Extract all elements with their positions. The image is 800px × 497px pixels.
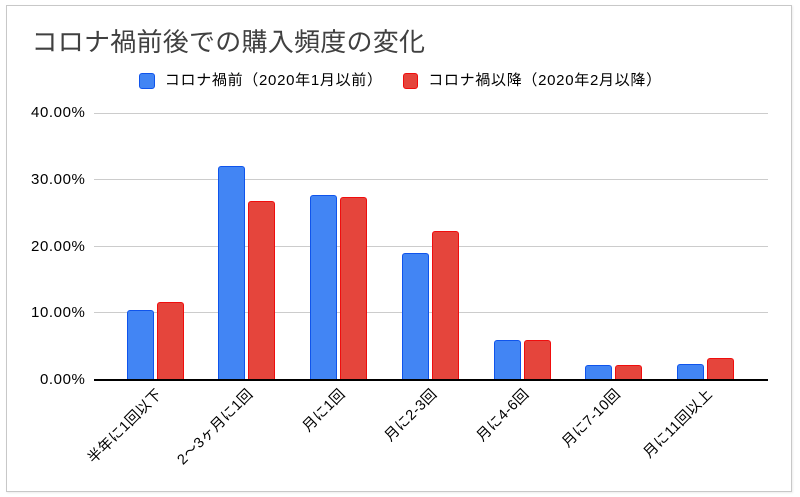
bar-before-covid-category-0	[126, 309, 154, 379]
gridline-10-percent	[94, 312, 768, 314]
x-axis-label-category-2: 月に1回	[299, 386, 349, 436]
legend-swatch-after-covid-icon	[402, 73, 419, 89]
bar-after-covid-category-0	[156, 302, 184, 379]
bar-before-covid-category-6	[677, 363, 705, 379]
bar-before-covid-category-1	[218, 166, 246, 379]
chart-title: コロナ禍前後での購入頻度の変化	[31, 27, 426, 57]
x-axis-label-category-4: 月に4-6回	[473, 386, 533, 445]
y-axis-tick-label-30-percent: 30.00%	[31, 170, 86, 188]
gridline-20-percent	[94, 245, 768, 247]
legend-item-after-covid: コロナ禍以降（2020年2月以降）	[402, 72, 662, 90]
bar-after-covid-category-3	[431, 230, 459, 379]
x-axis-label-category-1: 2〜3ヶ月に1回	[174, 386, 257, 469]
bar-after-covid-category-6	[707, 358, 735, 379]
legend-swatch-before-covid-icon	[139, 73, 155, 89]
x-axis-label-category-5: 月に7-10回	[559, 386, 625, 451]
legend-item-before-covid: コロナ禍前（2020年1月以前）	[139, 73, 382, 89]
gridline-30-percent	[94, 179, 768, 181]
chart-card	[6, 5, 792, 492]
bar-after-covid-category-4	[523, 340, 551, 379]
y-axis-tick-label-20-percent: 20.00%	[31, 237, 86, 255]
bar-before-covid-category-2	[310, 194, 338, 379]
y-axis-tick-label-40-percent: 40.00%	[31, 104, 86, 122]
bar-before-covid-category-3	[401, 252, 429, 379]
bar-before-covid-category-5	[585, 365, 613, 379]
gridline-40-percent	[94, 112, 768, 114]
legend-label-before-covid: コロナ禍前（2020年1月以前）	[164, 72, 383, 90]
legend-label-after-covid: コロナ禍以降（2020年2月以降）	[428, 72, 662, 90]
bar-after-covid-category-1	[248, 201, 276, 379]
bar-before-covid-category-4	[493, 340, 521, 379]
x-axis-line	[94, 378, 768, 381]
bar-after-covid-category-5	[615, 365, 643, 379]
y-axis-tick-label-0-percent: 0.00%	[39, 370, 86, 388]
bar-after-covid-category-2	[340, 196, 368, 379]
x-axis-label-category-0: 半年に1回以下	[84, 386, 166, 467]
x-axis-label-category-3: 月に2-3回	[381, 386, 441, 445]
x-axis-label-category-6: 月に11回以上	[640, 386, 716, 462]
y-axis-tick-label-10-percent: 10.00%	[31, 304, 86, 322]
